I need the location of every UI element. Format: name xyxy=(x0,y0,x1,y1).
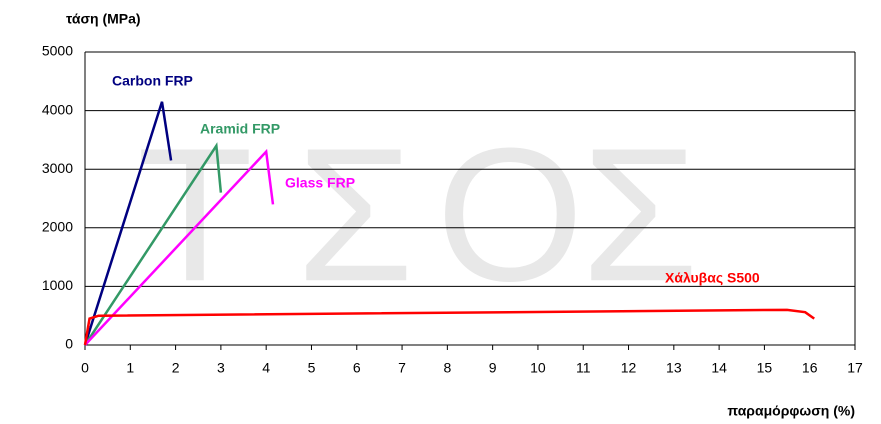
x-tick-label: 10 xyxy=(530,360,546,376)
x-axis-label: παραμόρφωση (%) xyxy=(727,403,855,419)
series-line xyxy=(83,308,815,346)
x-tick-label: 0 xyxy=(81,360,89,376)
y-tick-label: 5000 xyxy=(42,43,73,59)
x-tick-label: 14 xyxy=(711,360,727,376)
series-label: Carbon FRP xyxy=(112,73,193,89)
watermark: Σ xyxy=(296,109,413,321)
y-tick-label: 3000 xyxy=(42,160,73,176)
x-tick-label: 1 xyxy=(126,360,134,376)
x-tick-label: 12 xyxy=(621,360,637,376)
series-line xyxy=(83,142,223,346)
x-tick-label: 17 xyxy=(847,360,863,376)
y-tick-label: 2000 xyxy=(42,219,73,235)
x-tick-label: 13 xyxy=(666,360,682,376)
series-line xyxy=(83,101,173,346)
watermark: Ο xyxy=(436,109,584,321)
chart-title: τάση (MPa) xyxy=(66,11,141,27)
series-label: Glass FRP xyxy=(285,175,355,191)
x-tick-label: 5 xyxy=(308,360,316,376)
x-tick-label: 15 xyxy=(757,360,773,376)
y-tick-label: 1000 xyxy=(42,277,73,293)
x-tick-label: 16 xyxy=(802,360,818,376)
x-tick-label: 7 xyxy=(398,360,406,376)
series-line xyxy=(84,148,275,346)
series-label: Aramid FRP xyxy=(200,121,280,137)
x-tick-label: 3 xyxy=(217,360,225,376)
y-tick-label: 0 xyxy=(65,336,73,352)
x-tick-label: 8 xyxy=(443,360,451,376)
x-tick-label: 9 xyxy=(489,360,497,376)
x-tick-label: 11 xyxy=(576,360,591,376)
x-tick-label: 4 xyxy=(262,360,270,376)
x-tick-label: 2 xyxy=(172,360,180,376)
series-label: Χάλυβας S500 xyxy=(665,270,760,286)
watermark: Σ xyxy=(581,109,698,321)
y-tick-label: 4000 xyxy=(42,101,73,117)
x-tick-label: 6 xyxy=(353,360,361,376)
watermark: Τ xyxy=(137,109,253,321)
